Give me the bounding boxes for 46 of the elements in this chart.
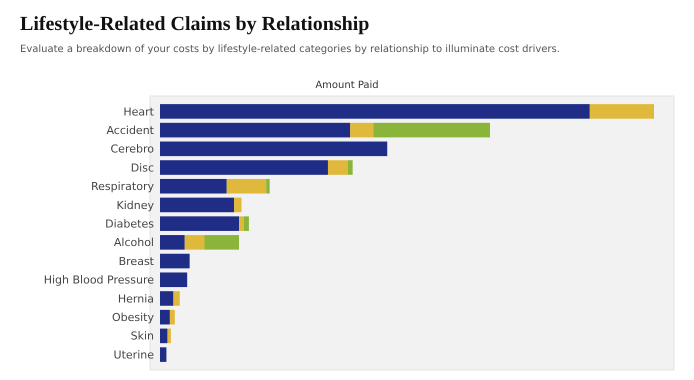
chart-title: Lifestyle-Related Claims by Relationship — [20, 13, 370, 35]
bar — [204, 235, 240, 250]
bar — [160, 216, 240, 231]
y-tick-label: Alcohol — [114, 236, 154, 250]
y-tick-label: Uterine — [114, 348, 154, 362]
bar — [160, 122, 350, 138]
bar — [160, 347, 166, 362]
bar — [350, 122, 374, 138]
y-tick-label: Breast — [118, 254, 155, 268]
y-tick-label: Hernia — [118, 292, 154, 306]
bar — [160, 142, 388, 156]
bar — [184, 235, 204, 250]
y-tick-label: Accident — [106, 124, 155, 137]
bar — [170, 310, 175, 324]
bar — [266, 178, 270, 194]
bar — [160, 178, 227, 194]
bar — [160, 160, 328, 175]
bar — [160, 235, 185, 250]
bar — [348, 160, 353, 175]
bar — [239, 216, 244, 231]
bar — [173, 291, 180, 306]
text: Amount Paid — [315, 80, 379, 91]
bar — [160, 328, 168, 344]
bar — [590, 104, 654, 119]
y-tick-label: Kidney — [116, 198, 154, 212]
bar — [328, 160, 348, 175]
y-tick-label: Cerebro — [110, 142, 154, 156]
bar — [160, 198, 234, 212]
y-tick-label: Heart — [123, 105, 155, 118]
bar — [167, 328, 171, 344]
chart-subtitle: Evaluate a breakdown of your costs by lifestyle-related categories by relationship to illuminate cost drivers. — [20, 44, 560, 55]
y-tick-label: High Blood Pressure — [44, 274, 154, 287]
y-tick-label: Skin — [130, 330, 154, 343]
bar — [160, 254, 190, 268]
bar — [234, 198, 242, 212]
bar — [244, 216, 249, 231]
y-tick-label: Disc — [130, 161, 154, 174]
bar — [160, 104, 590, 119]
y-tick-label: Obesity — [112, 311, 154, 324]
bar — [160, 310, 170, 324]
bar — [160, 291, 174, 306]
bar — [373, 122, 490, 138]
bar — [226, 178, 266, 194]
y-tick-label: Respiratory — [90, 180, 154, 194]
y-tick-label: Diabetes — [105, 217, 154, 230]
bar — [160, 272, 188, 288]
